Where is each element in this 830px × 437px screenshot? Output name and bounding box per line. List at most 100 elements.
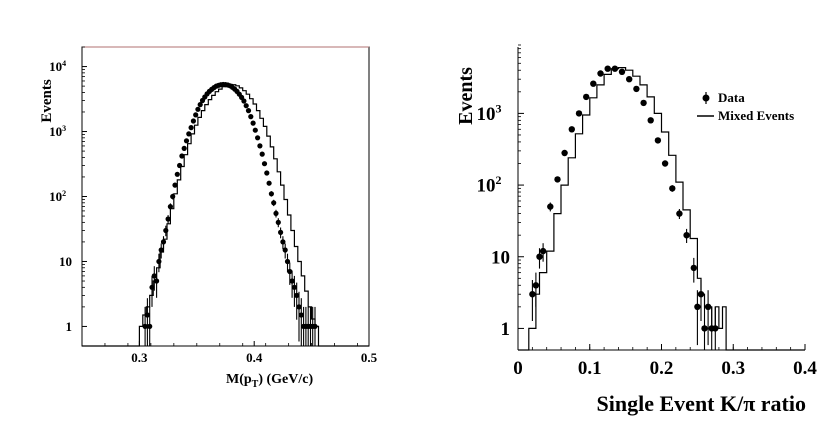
left-x-axis-label-subscript: T: [252, 379, 259, 390]
right-x-tick-label: 0.4: [793, 358, 817, 379]
right-data-point: [626, 76, 633, 83]
left-data-point: [193, 112, 199, 118]
left-data-point: [188, 125, 194, 131]
left-data-point: [294, 292, 300, 298]
left-data-point: [257, 143, 263, 149]
right-data-point: [676, 210, 683, 217]
right-data-point: [694, 303, 701, 310]
left-x-tick-label: 0.4: [246, 350, 263, 365]
left-x-tick-label: 0.5: [361, 350, 378, 365]
left-y-tick-exponent: 3: [62, 124, 66, 133]
left-data-point: [275, 219, 281, 225]
left-data-point: [181, 145, 187, 151]
left-data-point: [154, 278, 160, 284]
left-x-axis-label-main: M(p: [226, 372, 252, 387]
left-data-point: [250, 120, 256, 126]
left-data-point: [147, 323, 153, 329]
right-data-point: [547, 203, 554, 210]
left-y-tick-exponent: 2: [62, 189, 66, 198]
left-data-point: [197, 102, 203, 108]
right-data-point: [633, 85, 640, 93]
left-chart: 1 10 102 103 104 0.3 0.4 0.5 Events M(pT) (GeV…: [39, 46, 378, 390]
left-data-point: [167, 204, 173, 210]
left-data-point: [248, 114, 254, 120]
left-data-point: [177, 162, 183, 169]
right-data-point: [529, 291, 536, 298]
right-y-tick-exponent: 2: [495, 173, 501, 187]
left-data-point: [271, 200, 277, 206]
right-data-point: [568, 126, 575, 133]
right-data-point: [583, 93, 590, 101]
right-data-point: [536, 253, 543, 260]
left-data-point: [282, 247, 288, 253]
right-data-point: [604, 65, 611, 72]
left-x-axis-label: M(pT) (GeV/c): [226, 372, 313, 390]
right-data-point: [690, 264, 697, 272]
left-data-point: [268, 191, 274, 197]
left-data-point: [172, 182, 178, 188]
right-data-point: [669, 185, 676, 192]
right-data-point: [618, 68, 626, 76]
left-data-point: [195, 106, 201, 112]
left-y-tick-label: 102: [49, 189, 66, 204]
right-x-tick-label: 0.1: [578, 358, 602, 379]
left-data-point: [163, 227, 169, 234]
left-data-point: [255, 135, 261, 141]
left-data-point: [160, 239, 167, 245]
left-data-point: [252, 127, 258, 133]
right-y-tick-label: 1: [501, 319, 511, 340]
left-data-point: [151, 273, 157, 279]
left-data-point: [291, 284, 297, 290]
left-data-point: [259, 151, 265, 157]
left-data-point: [298, 312, 304, 318]
left-data-point: [284, 258, 291, 265]
left-data-point: [296, 304, 302, 310]
right-x-axis-label: Single Event K/π ratio: [597, 391, 806, 416]
left-data-point: [287, 268, 293, 275]
right-data-point: [539, 247, 547, 255]
left-data-point: [243, 103, 249, 109]
right-y-axis-label: Events: [455, 67, 477, 125]
right-data-point: [704, 303, 712, 310]
right-x-tick-label: 0.2: [650, 358, 674, 379]
left-data-point: [280, 239, 286, 245]
left-y-tick-label: 10: [59, 254, 72, 269]
right-data-point: [697, 291, 705, 298]
left-x-axis-label-tail: ) (GeV/c): [258, 372, 313, 387]
right-data-point: [554, 176, 561, 183]
left-plot-frame: [81, 46, 370, 347]
right-data-point: [712, 325, 719, 332]
left-data-point: [264, 170, 270, 176]
left-data-point: [149, 284, 155, 290]
left-data-point: [266, 180, 272, 186]
right-data-point: [532, 282, 540, 289]
left-y-tick-label: 1: [66, 319, 73, 334]
left-mixed-events-histogram: [82, 83, 369, 347]
right-data-point: [661, 160, 669, 167]
right-data-point: [561, 149, 568, 157]
left-y-tick-label: 104: [49, 59, 66, 74]
left-data-point: [289, 278, 295, 284]
left-y-axis-label: Events: [39, 79, 55, 123]
left-data-point: [312, 323, 318, 329]
left-data-point: [190, 118, 196, 124]
right-data-point: [701, 325, 708, 332]
left-data-point: [156, 258, 162, 265]
right-data-point: [597, 70, 604, 77]
right-data-point: [590, 80, 597, 87]
left-data-point: [261, 161, 268, 167]
right-y-tick-label: 10: [491, 247, 510, 268]
left-data-point: [183, 138, 190, 144]
left-data-point: [241, 98, 247, 104]
right-data-point: [640, 99, 647, 107]
left-data-point: [144, 312, 150, 318]
right-y-tick-label: 102: [476, 173, 501, 197]
right-y-tick-exponent: 3: [495, 101, 501, 115]
right-y-tick-label: 103: [476, 101, 501, 125]
legend-data-label: Data: [718, 90, 745, 105]
left-data-point: [245, 108, 252, 114]
right-data-point: [611, 65, 619, 72]
left-data-point: [142, 323, 148, 329]
right-chart: 1 10 102 103 0 0.1 0.2 0.3 0.4 Events Single Ev…: [455, 44, 817, 416]
